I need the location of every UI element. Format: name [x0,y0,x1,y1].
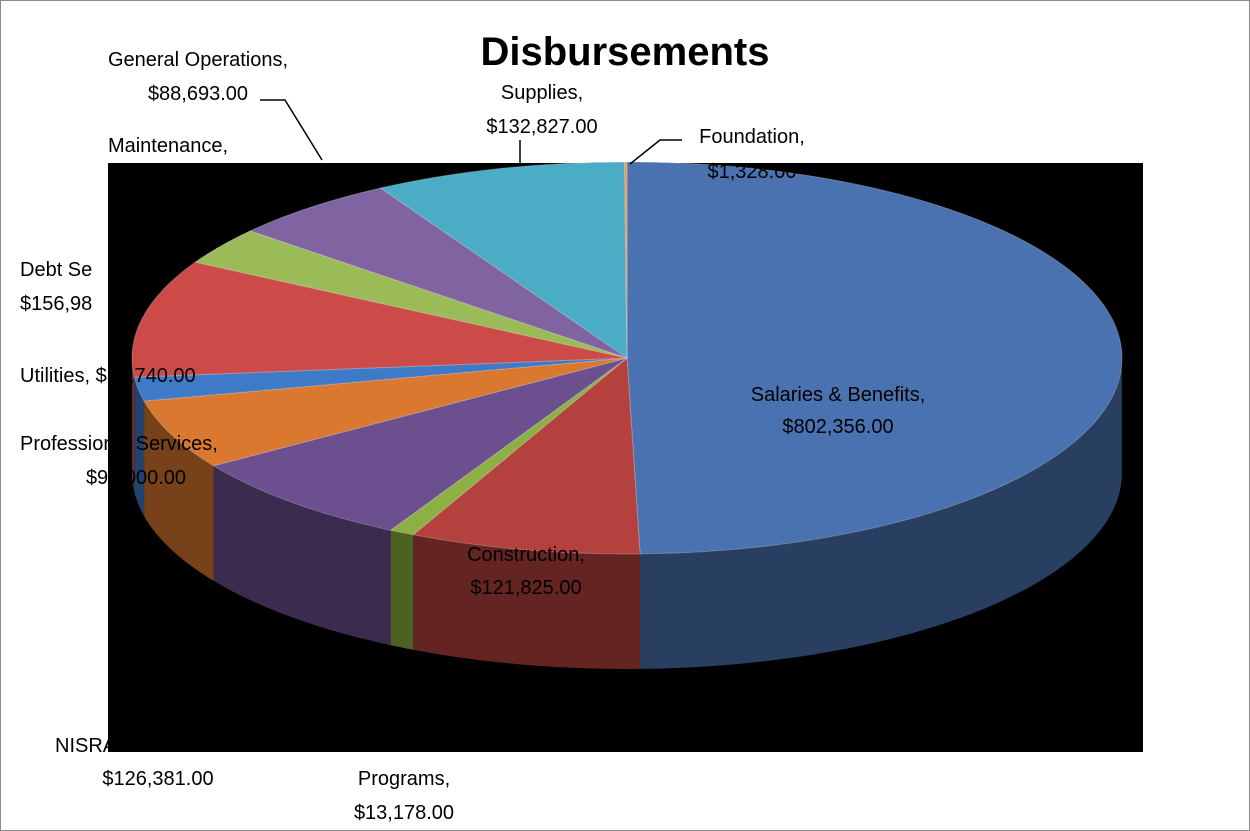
pie-layer [131,161,1123,669]
pie-slice-contractual-programs [389,357,628,536]
label-contractual-1: Contractual Rec [332,735,475,757]
label-construction-1: Construction, [467,544,585,566]
pie-side-contractual-programs [390,530,414,650]
pie-side-professional-services [144,401,214,581]
label-contractual-3: $13,178.00 [354,802,454,824]
pie-slice-salaries-benefits [626,161,1123,555]
label-nisra-1: NISRA [55,735,117,757]
label-foundation-1: Foundation, [699,126,805,148]
label-supplies-1: Supplies, [501,82,583,104]
pie-slice-supplies [379,161,628,359]
pie-slice-nisra [212,357,628,531]
pie-side-construction [413,534,641,669]
label-maintenance-1: Maintenance, [108,135,228,157]
leader-line-general-operations [260,99,323,161]
label-professional-services-1: Professional Services, [20,433,218,455]
pie-slice-maintenance [194,230,628,359]
pie-side-nisra [213,465,391,646]
label-professional-services-2: $93,000.00 [86,467,186,489]
chart-title: Disbursements [480,30,770,74]
leader-line-foundation [629,139,682,165]
label-debt-service-1: Debt Se [20,259,92,281]
pie-slice-utilities [133,357,628,402]
label-salaries-1: Salaries & Benefits, [751,384,926,406]
label-foundation-2: $1,328.00 [708,161,797,183]
pie-slice-general-operations [248,187,628,359]
label-general-operations-2: $88,693.00 [148,83,248,105]
pie-side-debt-service [132,359,135,493]
pie-side-utilities [134,377,145,517]
label-debt-service-2: $156,98 [20,293,92,315]
pie-slice-construction [412,356,641,555]
label-utilities: Utilities, $31,740.00 [20,365,196,387]
pie-side-salaries-benefits [640,363,1122,669]
label-contractual-2: Programs, [358,768,450,790]
pie-slice-foundation [623,161,628,359]
label-salaries-2: $802,356.00 [782,416,893,438]
label-general-operations-1: General Operations, [108,49,288,71]
label-construction-2: $121,825.00 [470,577,581,599]
label-supplies-2: $132,827.00 [486,116,597,138]
pie-slice-debt-service [131,261,628,378]
label-nisra-2: $126,381.00 [102,768,213,790]
pie-slice-professional-services [143,357,628,467]
